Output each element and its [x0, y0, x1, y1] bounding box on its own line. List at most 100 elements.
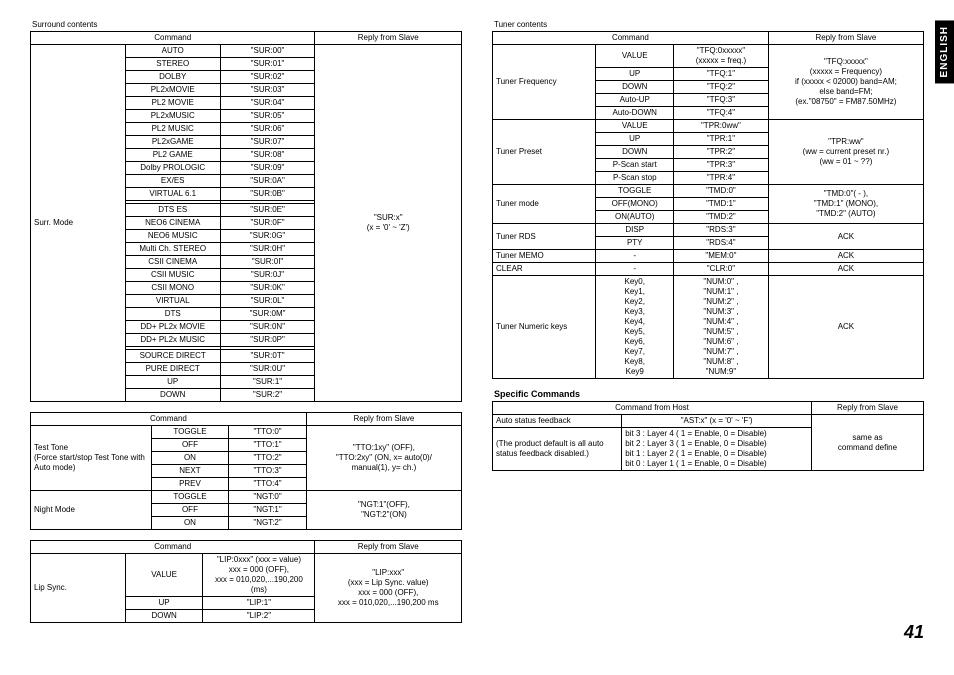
- col-reply: Reply from Slave: [811, 402, 923, 415]
- surr-val: "SUR:0P": [220, 334, 315, 347]
- tt-val: "TTO:2": [229, 452, 307, 465]
- tm-val: "TMD:2": [674, 211, 769, 224]
- testtone-table: Command Reply from Slave Test Tone (Forc…: [30, 412, 462, 530]
- surr-val: "SUR:0I": [220, 256, 315, 269]
- spec-note: (The product default is all auto status …: [493, 428, 622, 471]
- testtone-label: Test Tone (Force start/stop Test Tone wi…: [31, 426, 152, 491]
- lip-cmd: DOWN: [125, 610, 203, 623]
- surr-cmd: NEO6 MUSIC: [125, 230, 220, 243]
- surr-cmd: DTS: [125, 308, 220, 321]
- memo-val: "MEM:0": [674, 250, 769, 263]
- tuner-memo-label: Tuner MEMO: [493, 250, 596, 263]
- surr-cmd: VIRTUAL 6.1: [125, 188, 220, 201]
- nightmode-reply: "NGT:1"(OFF), "NGT:2"(ON): [306, 491, 461, 530]
- tp-cmd: DOWN: [596, 146, 674, 159]
- surr-cmd: VIRTUAL: [125, 295, 220, 308]
- surr-cmd: CSII CINEMA: [125, 256, 220, 269]
- surr-val: "SUR:0B": [220, 188, 315, 201]
- ngt-cmd: OFF: [151, 504, 229, 517]
- surr-reply: "SUR:x" (x = '0' ~ 'Z'): [315, 45, 462, 402]
- lip-cmd: UP: [125, 597, 203, 610]
- surr-val: "SUR:0M": [220, 308, 315, 321]
- tm-cmd: TOGGLE: [596, 185, 674, 198]
- surr-cmd: CSII MONO: [125, 282, 220, 295]
- tf-cmd: UP: [596, 68, 674, 81]
- surr-mode-label: Surr. Mode: [31, 45, 126, 402]
- surr-val: "SUR:00": [220, 45, 315, 58]
- num-vals: "NUM:0" , "NUM:1" , "NUM:2" , "NUM:3" , …: [674, 276, 769, 379]
- surr-cmd: PL2 MUSIC: [125, 123, 220, 136]
- nightmode-label: Night Mode: [31, 491, 152, 530]
- tt-cmd: PREV: [151, 478, 229, 491]
- col-reply: Reply from Slave: [315, 541, 462, 554]
- surr-cmd: STEREO: [125, 58, 220, 71]
- spec-reply: same as command define: [811, 415, 923, 471]
- clear-val: "CLR:0": [674, 263, 769, 276]
- ngt-cmd: ON: [151, 517, 229, 530]
- specific-table: Command from Host Reply from Slave Auto …: [492, 401, 924, 471]
- surr-cmd: UP: [125, 376, 220, 389]
- tt-cmd: ON: [151, 452, 229, 465]
- page-number: 41: [904, 622, 924, 643]
- tt-cmd: OFF: [151, 439, 229, 452]
- rds-val: "RDS:4": [674, 237, 769, 250]
- ngt-cmd: TOGGLE: [151, 491, 229, 504]
- tm-val: "TMD:0": [674, 185, 769, 198]
- lipsync-label: Lip Sync.: [31, 554, 126, 623]
- tf-val: "TFQ:2": [674, 81, 769, 94]
- tf-val: "TFQ:0xxxxx" (xxxxx = freq.): [674, 45, 769, 68]
- surr-val: "SUR:0K": [220, 282, 315, 295]
- lip-val: "LIP:0xxx" (xxx = value) xxx = 000 (OFF)…: [203, 554, 315, 597]
- tp-cmd: P-Scan stop: [596, 172, 674, 185]
- tp-cmd: P-Scan start: [596, 159, 674, 172]
- tp-val: "TPR:4": [674, 172, 769, 185]
- surr-val: "SUR:0G": [220, 230, 315, 243]
- ngt-val: "NGT:1": [229, 504, 307, 517]
- memo-cmd: -: [596, 250, 674, 263]
- tt-val: "TTO:3": [229, 465, 307, 478]
- surr-cmd: EX/ES: [125, 175, 220, 188]
- col-command: Command: [31, 413, 307, 426]
- surr-cmd: NEO6 CINEMA: [125, 217, 220, 230]
- surr-val: "SUR:0F": [220, 217, 315, 230]
- tuner-freq-reply: "TFQ:xxxxx" (xxxxx = Frequency) if (xxxx…: [768, 45, 923, 120]
- col-command: Command: [493, 32, 769, 45]
- surr-val: "SUR:0E": [220, 204, 315, 217]
- tt-cmd: NEXT: [151, 465, 229, 478]
- tp-val: "TPR:3": [674, 159, 769, 172]
- surr-cmd: DOWN: [125, 389, 220, 402]
- specific-title: Specific Commands: [494, 389, 924, 399]
- tuner-table: Command Reply from Slave Tuner Frequency…: [492, 31, 924, 379]
- surr-val: "SUR:03": [220, 84, 315, 97]
- lip-val: "LIP:2": [203, 610, 315, 623]
- tp-cmd: UP: [596, 133, 674, 146]
- spec-bits: bit 3 : Layer 4 ( 1 = Enable, 0 = Disabl…: [622, 428, 812, 471]
- tp-cmd: VALUE: [596, 120, 674, 133]
- tp-val: "TPR:2": [674, 146, 769, 159]
- tf-val: "TFQ:1": [674, 68, 769, 81]
- surr-val: "SUR:0H": [220, 243, 315, 256]
- surr-val: "SUR:1": [220, 376, 315, 389]
- surr-val: "SUR:02": [220, 71, 315, 84]
- tm-val: "TMD:1": [674, 198, 769, 211]
- tuner-mode-reply: "TMD:0"( - ), "TMD:1" (MONO), "TMD:2" (A…: [768, 185, 923, 224]
- ngt-val: "NGT:0": [229, 491, 307, 504]
- tt-val: "TTO:1": [229, 439, 307, 452]
- clear-reply: ACK: [768, 263, 923, 276]
- left-column: Surround contents Command Reply from Sla…: [30, 20, 462, 633]
- surr-cmd: CSII MUSIC: [125, 269, 220, 282]
- tf-cmd: Auto-DOWN: [596, 107, 674, 120]
- tuner-freq-label: Tuner Frequency: [493, 45, 596, 120]
- surr-cmd: DD+ PL2x MOVIE: [125, 321, 220, 334]
- clear-cmd: -: [596, 263, 674, 276]
- surr-cmd: PL2 MOVIE: [125, 97, 220, 110]
- surr-cmd: Dolby PROLOGIC: [125, 162, 220, 175]
- surr-cmd: SOURCE DIRECT: [125, 350, 220, 363]
- tuner-rds-label: Tuner RDS: [493, 224, 596, 250]
- surr-cmd: PL2xMUSIC: [125, 110, 220, 123]
- tuner-preset-label: Tuner Preset: [493, 120, 596, 185]
- col-reply: Reply from Slave: [315, 32, 462, 45]
- tuner-preset-reply: "TPR:ww" (ww = current preset nr.) (ww =…: [768, 120, 923, 185]
- surr-cmd: PL2xMOVIE: [125, 84, 220, 97]
- tt-val: "TTO:4": [229, 478, 307, 491]
